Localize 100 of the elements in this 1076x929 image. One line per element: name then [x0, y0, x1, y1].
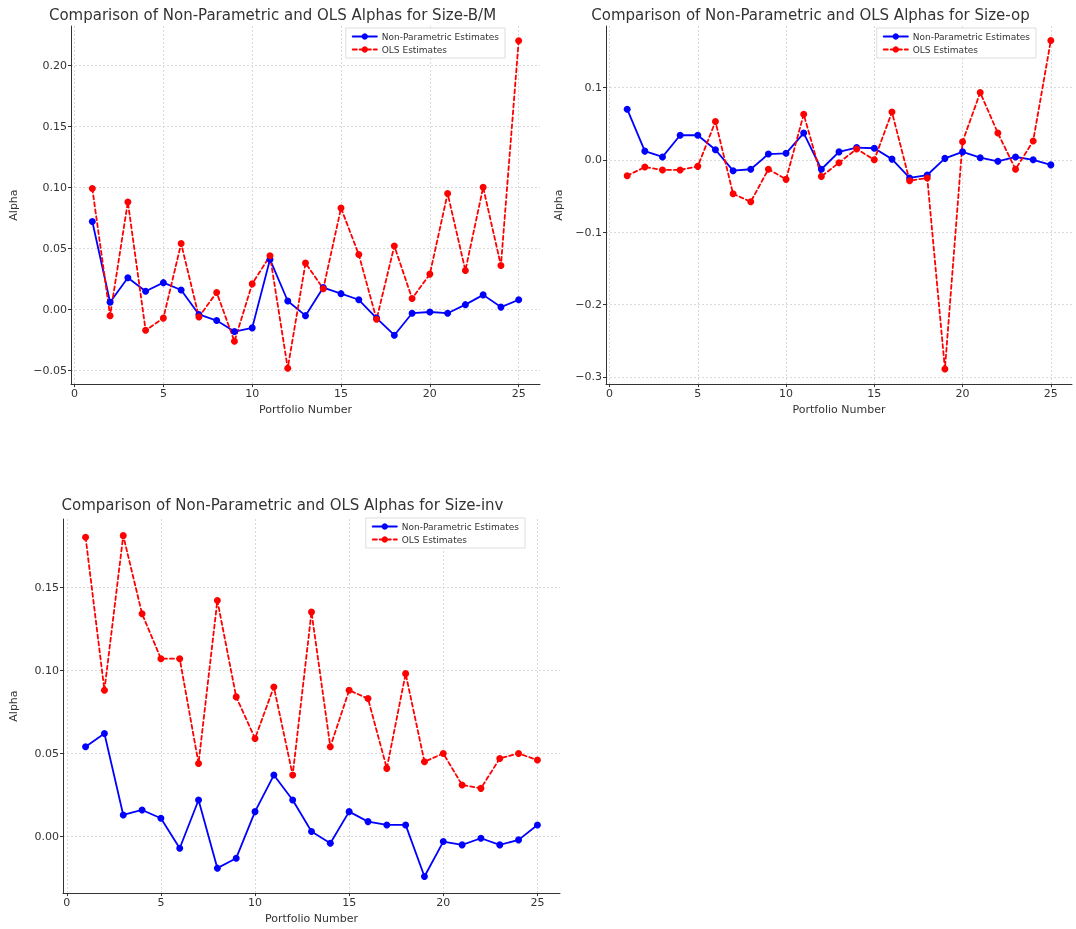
point	[289, 796, 297, 804]
point	[177, 240, 185, 248]
point	[515, 749, 523, 757]
y-tick-label: −0.2	[575, 298, 602, 312]
point	[251, 808, 259, 816]
point	[729, 167, 737, 175]
x-tick-label: 25	[1043, 387, 1058, 401]
point	[213, 317, 221, 325]
x-tick-label: 0	[71, 387, 79, 401]
point	[959, 148, 967, 156]
point	[870, 144, 878, 152]
point	[641, 163, 649, 171]
point	[533, 756, 541, 764]
point	[88, 185, 96, 193]
legend-label: Non-Parametric Estimates	[401, 521, 520, 532]
point	[444, 309, 452, 317]
x-tick-label: 25	[530, 896, 545, 910]
point	[159, 279, 167, 287]
point	[1012, 153, 1020, 161]
point	[870, 156, 878, 164]
point	[426, 270, 434, 278]
y-axis-title: Alpha	[7, 690, 20, 722]
point	[159, 314, 167, 322]
point	[408, 295, 416, 303]
point	[106, 312, 114, 320]
point	[213, 596, 221, 604]
point	[402, 670, 410, 678]
point	[959, 138, 967, 146]
point	[232, 854, 240, 862]
point	[764, 165, 772, 173]
point	[1029, 156, 1037, 164]
point	[248, 324, 256, 332]
point	[142, 326, 150, 334]
x-tick-label: 20	[422, 387, 437, 401]
x-tick-label: 10	[245, 387, 260, 401]
point	[835, 159, 843, 167]
chart-title: Comparison of Non-Parametric and OLS Alphas for Size-inv	[61, 495, 504, 514]
point	[782, 149, 790, 157]
point	[345, 686, 353, 694]
point	[232, 693, 240, 701]
point	[976, 154, 984, 162]
point	[729, 190, 737, 198]
y-tick-label: 0.0	[584, 153, 602, 167]
point	[302, 259, 309, 267]
point	[390, 242, 398, 250]
point	[747, 165, 755, 173]
y-tick-label: −0.05	[33, 364, 67, 378]
point	[345, 808, 353, 816]
point	[439, 749, 447, 757]
point	[420, 872, 428, 880]
point	[100, 686, 108, 694]
point	[420, 758, 428, 766]
point	[213, 864, 221, 872]
x-axis-title: Portfolio Number	[259, 403, 353, 416]
point	[142, 287, 150, 295]
point	[658, 166, 666, 174]
point	[477, 834, 485, 842]
legend-label: OLS Estimates	[401, 534, 468, 545]
point	[461, 301, 469, 309]
point	[383, 821, 391, 829]
y-tick-label: 0.20	[42, 58, 67, 72]
point	[458, 841, 466, 849]
point	[100, 729, 108, 737]
point	[479, 291, 487, 299]
point	[1047, 36, 1055, 44]
point	[88, 218, 96, 226]
x-tick-label: 15	[867, 387, 882, 401]
x-tick-label: 10	[779, 387, 794, 401]
x-tick-label: 10	[248, 896, 263, 910]
point	[533, 821, 541, 829]
point	[230, 328, 238, 336]
chart-title: Comparison of Non-Parametric and OLS Alphas for Size-op	[591, 5, 1030, 24]
y-tick-label: 0.10	[42, 180, 67, 194]
x-tick-label: 25	[511, 387, 526, 401]
point	[195, 796, 203, 804]
point	[994, 129, 1002, 137]
x-tick-label: 20	[436, 896, 451, 910]
point	[82, 743, 90, 751]
x-tick-label: 5	[159, 387, 167, 401]
point	[308, 608, 315, 616]
x-tick-label: 20	[955, 387, 970, 401]
point	[270, 683, 278, 691]
x-tick-label: 5	[157, 896, 165, 910]
x-tick-label: 5	[694, 387, 702, 401]
point	[337, 290, 345, 298]
point	[439, 838, 447, 846]
point	[800, 129, 808, 137]
point	[213, 288, 221, 296]
legend-label: OLS Estimates	[912, 44, 979, 55]
point	[515, 836, 523, 844]
point	[230, 337, 238, 345]
point	[284, 364, 292, 372]
y-axis-title: Alpha	[552, 189, 565, 221]
point	[82, 533, 90, 541]
point	[195, 759, 203, 767]
point	[444, 189, 452, 197]
chart-title: Comparison of Non-Parametric and OLS Alphas for Size-B/M	[48, 5, 497, 24]
point	[402, 821, 410, 829]
point	[326, 839, 334, 847]
point	[408, 309, 416, 317]
